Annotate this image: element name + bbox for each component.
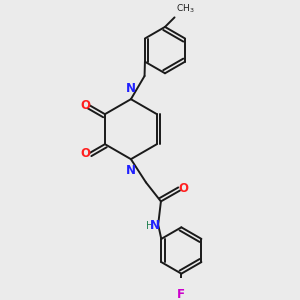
Text: O: O: [80, 99, 91, 112]
Text: F: F: [177, 288, 185, 300]
Text: N: N: [126, 82, 136, 95]
Text: CH$_3$: CH$_3$: [176, 2, 194, 15]
Text: O: O: [80, 146, 91, 160]
Text: O: O: [178, 182, 188, 195]
Text: N: N: [150, 220, 160, 232]
Text: H: H: [146, 221, 154, 231]
Text: N: N: [126, 164, 136, 176]
